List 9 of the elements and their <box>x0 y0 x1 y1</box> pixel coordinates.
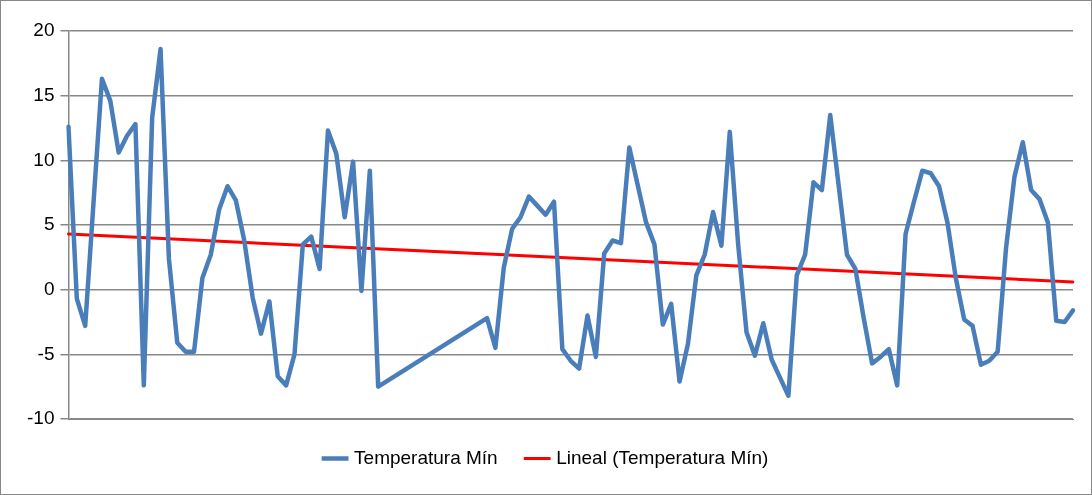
y-tick-label: 5 <box>43 213 55 235</box>
y-tick-label: 20 <box>33 19 55 41</box>
y-tick-label: -5 <box>37 342 55 364</box>
y-tick-label: 10 <box>33 148 55 170</box>
y-tick-label: 0 <box>43 277 55 299</box>
y-tick-label: -10 <box>26 407 55 429</box>
legend-label: Temperatura Mín <box>354 446 498 468</box>
legend-label: Lineal (Temperatura Mín) <box>556 446 769 468</box>
y-tick-label: 15 <box>33 83 55 105</box>
